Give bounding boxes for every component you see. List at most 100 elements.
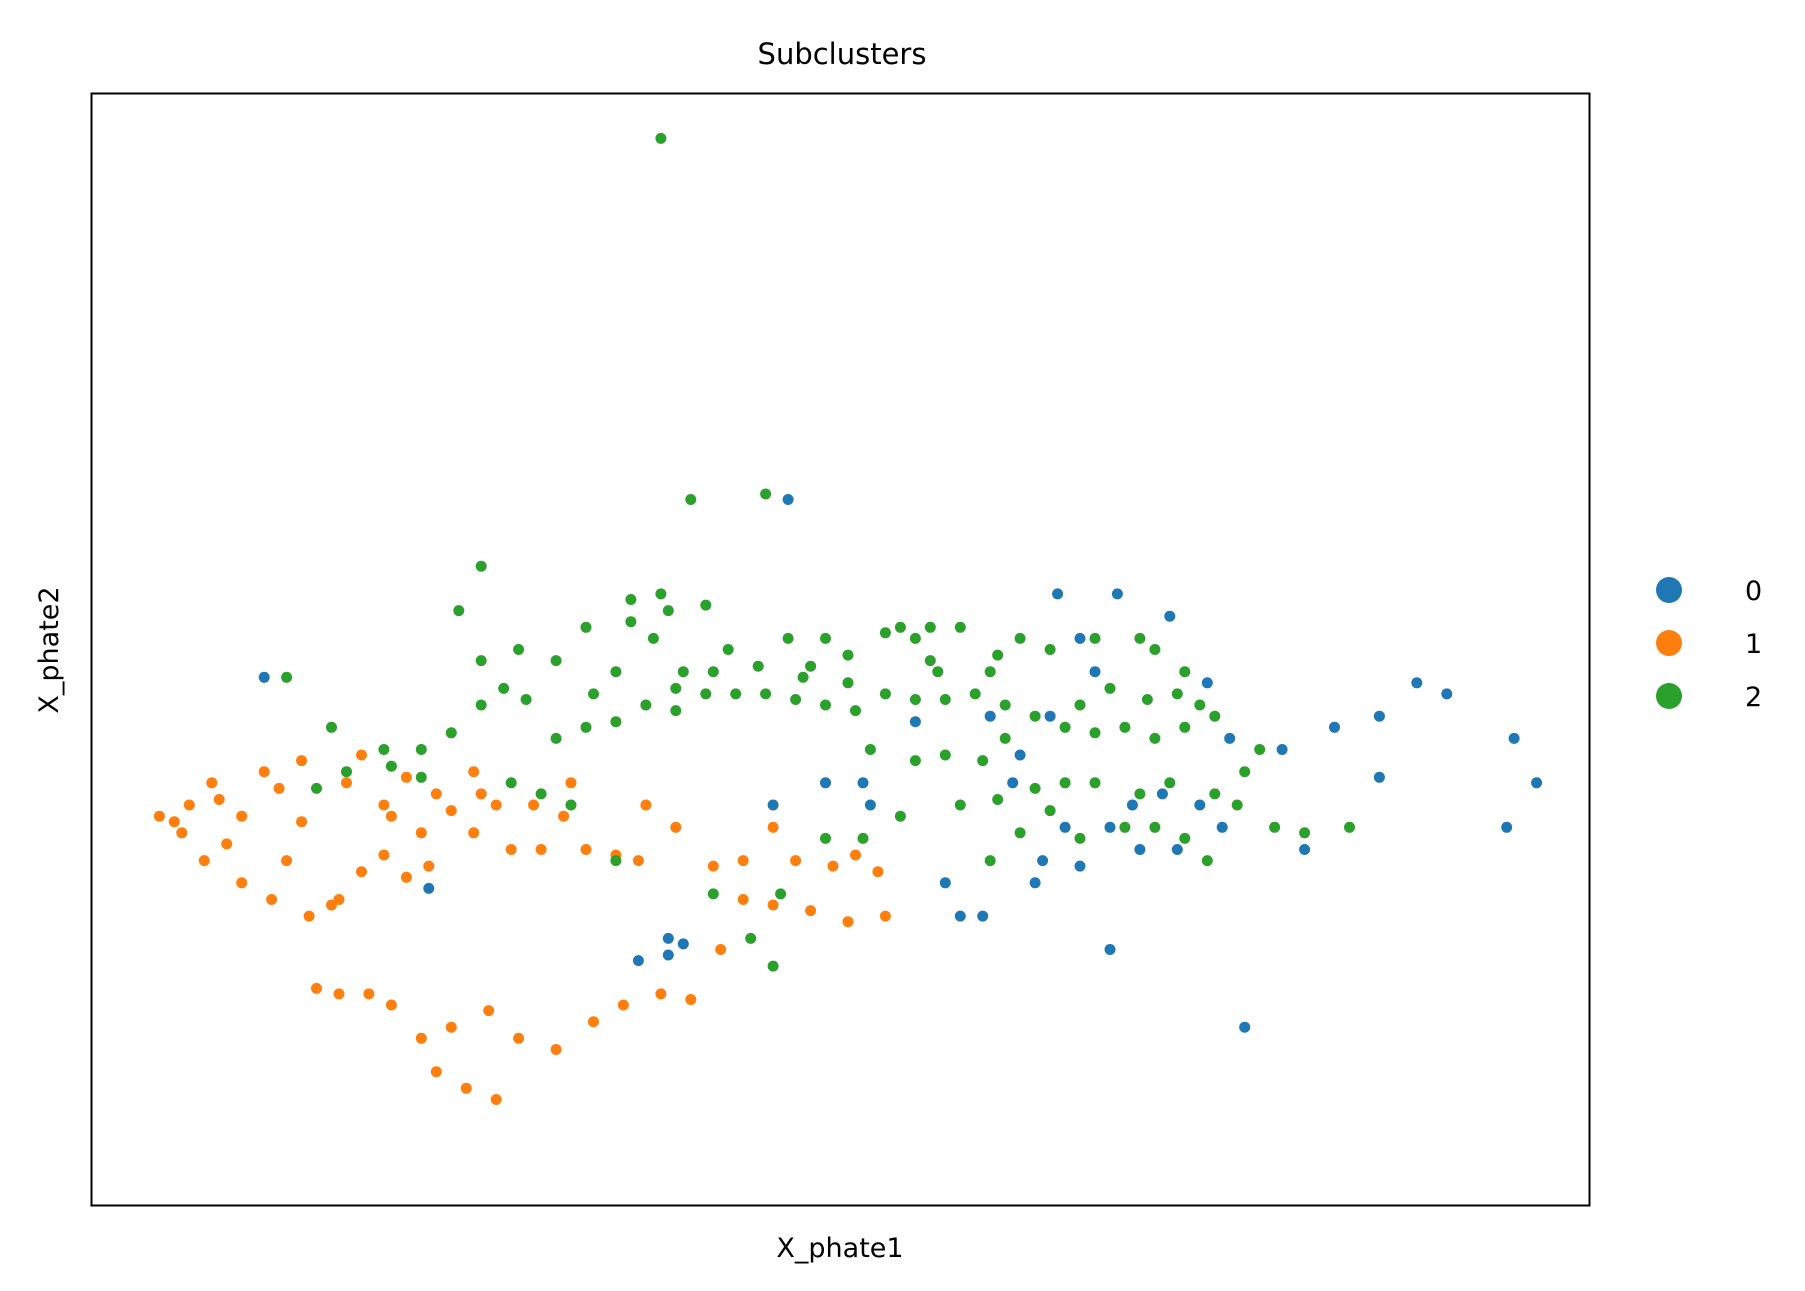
point-cluster-1 [640, 799, 652, 811]
point-cluster-0 [767, 799, 779, 811]
point-cluster-2 [894, 621, 906, 633]
point-cluster-1 [460, 1082, 472, 1094]
point-cluster-2 [1089, 727, 1101, 739]
point-cluster-2 [1014, 827, 1026, 839]
point-cluster-1 [655, 988, 667, 1000]
point-cluster-0 [1104, 821, 1116, 833]
point-cluster-0 [1201, 677, 1213, 689]
point-cluster-0 [1411, 677, 1423, 689]
point-cluster-0 [909, 716, 921, 728]
point-cluster-2 [1074, 699, 1086, 711]
point-cluster-2 [1201, 855, 1213, 867]
point-cluster-2 [677, 666, 689, 678]
point-cluster-0 [1531, 777, 1543, 789]
point-cluster-0 [1111, 588, 1123, 600]
point-cluster-0 [782, 494, 794, 505]
point-cluster-2 [857, 832, 869, 844]
point-cluster-1 [550, 1044, 562, 1055]
point-cluster-1 [872, 866, 884, 878]
point-cluster-2 [842, 649, 854, 661]
point-cluster-2 [1074, 832, 1086, 844]
legend-label-2: 2 [1745, 682, 1762, 713]
point-cluster-2 [513, 644, 525, 655]
point-cluster-2 [707, 666, 719, 678]
point-cluster-1 [400, 771, 412, 783]
point-cluster-2 [909, 694, 921, 705]
point-cluster-2 [1044, 805, 1056, 817]
point-cluster-1 [356, 749, 367, 761]
point-cluster-2 [535, 788, 547, 800]
point-cluster-1 [565, 777, 577, 789]
point-cluster-0 [977, 910, 989, 922]
point-cluster-0 [632, 955, 644, 967]
point-cluster-1 [183, 799, 195, 811]
point-cluster-2 [924, 655, 936, 667]
point-cluster-2 [1209, 710, 1221, 722]
point-cluster-2 [939, 694, 951, 705]
point-cluster-2 [954, 621, 966, 633]
point-cluster-1 [707, 860, 719, 872]
point-cluster-2 [984, 666, 996, 678]
point-cluster-1 [528, 799, 540, 811]
point-cluster-1 [737, 855, 749, 867]
legend: 0 1 2 [1656, 576, 1762, 713]
legend-marker-0 [1656, 577, 1682, 603]
point-cluster-0 [1029, 877, 1041, 889]
point-cluster-2 [445, 727, 457, 739]
point-cluster-1 [850, 849, 861, 861]
point-cluster-2 [475, 699, 487, 711]
point-cluster-2 [625, 594, 637, 605]
point-cluster-2 [977, 755, 989, 767]
point-cluster-0 [1224, 732, 1236, 744]
point-cluster-0 [1373, 710, 1385, 722]
point-cluster-1 [363, 988, 375, 1000]
point-cluster-2 [1141, 694, 1153, 705]
point-cluster-2 [1179, 721, 1191, 733]
point-cluster-2 [760, 688, 772, 700]
point-cluster-2 [1059, 721, 1071, 733]
point-cluster-2 [550, 732, 562, 744]
point-cluster-2 [1104, 682, 1116, 694]
point-cluster-2 [1059, 777, 1071, 789]
point-cluster-2 [1194, 699, 1206, 711]
point-cluster-1 [475, 788, 487, 800]
point-cluster-2 [565, 799, 577, 811]
point-cluster-0 [857, 777, 869, 789]
point-cluster-1 [588, 1016, 599, 1028]
point-cluster-2 [415, 744, 427, 755]
point-cluster-2 [1239, 766, 1251, 778]
point-cluster-1 [468, 827, 480, 839]
point-cluster-2 [782, 632, 794, 644]
point-cluster-1 [385, 810, 397, 822]
point-cluster-1 [580, 844, 592, 855]
point-cluster-2 [378, 744, 390, 755]
point-cluster-0 [1156, 788, 1168, 800]
point-cluster-2 [909, 755, 921, 767]
point-cluster-2 [999, 732, 1011, 744]
point-cluster-2 [790, 694, 802, 705]
point-cluster-1 [430, 788, 442, 800]
point-cluster-2 [670, 682, 682, 694]
point-cluster-2 [924, 621, 936, 633]
point-cluster-2 [670, 705, 682, 717]
point-cluster-2 [730, 688, 742, 700]
point-cluster-2 [992, 794, 1004, 805]
point-cluster-2 [1029, 710, 1041, 722]
point-cluster-2 [797, 671, 809, 683]
point-cluster-1 [415, 827, 427, 839]
point-cluster-2 [610, 666, 622, 678]
point-cluster-0 [1216, 821, 1228, 833]
point-cluster-2 [385, 760, 397, 772]
point-cluster-0 [1007, 777, 1019, 789]
point-cluster-1 [513, 1032, 525, 1044]
point-cluster-2 [1089, 777, 1101, 789]
point-cluster-1 [617, 999, 629, 1011]
point-cluster-2 [842, 677, 854, 689]
point-cluster-2 [760, 488, 772, 500]
point-cluster-2 [1179, 832, 1191, 844]
legend-marker-2 [1656, 683, 1682, 709]
point-cluster-1 [505, 844, 517, 855]
legend-marker-1 [1656, 630, 1682, 656]
point-cluster-0 [662, 949, 674, 961]
point-cluster-0 [1329, 721, 1340, 733]
